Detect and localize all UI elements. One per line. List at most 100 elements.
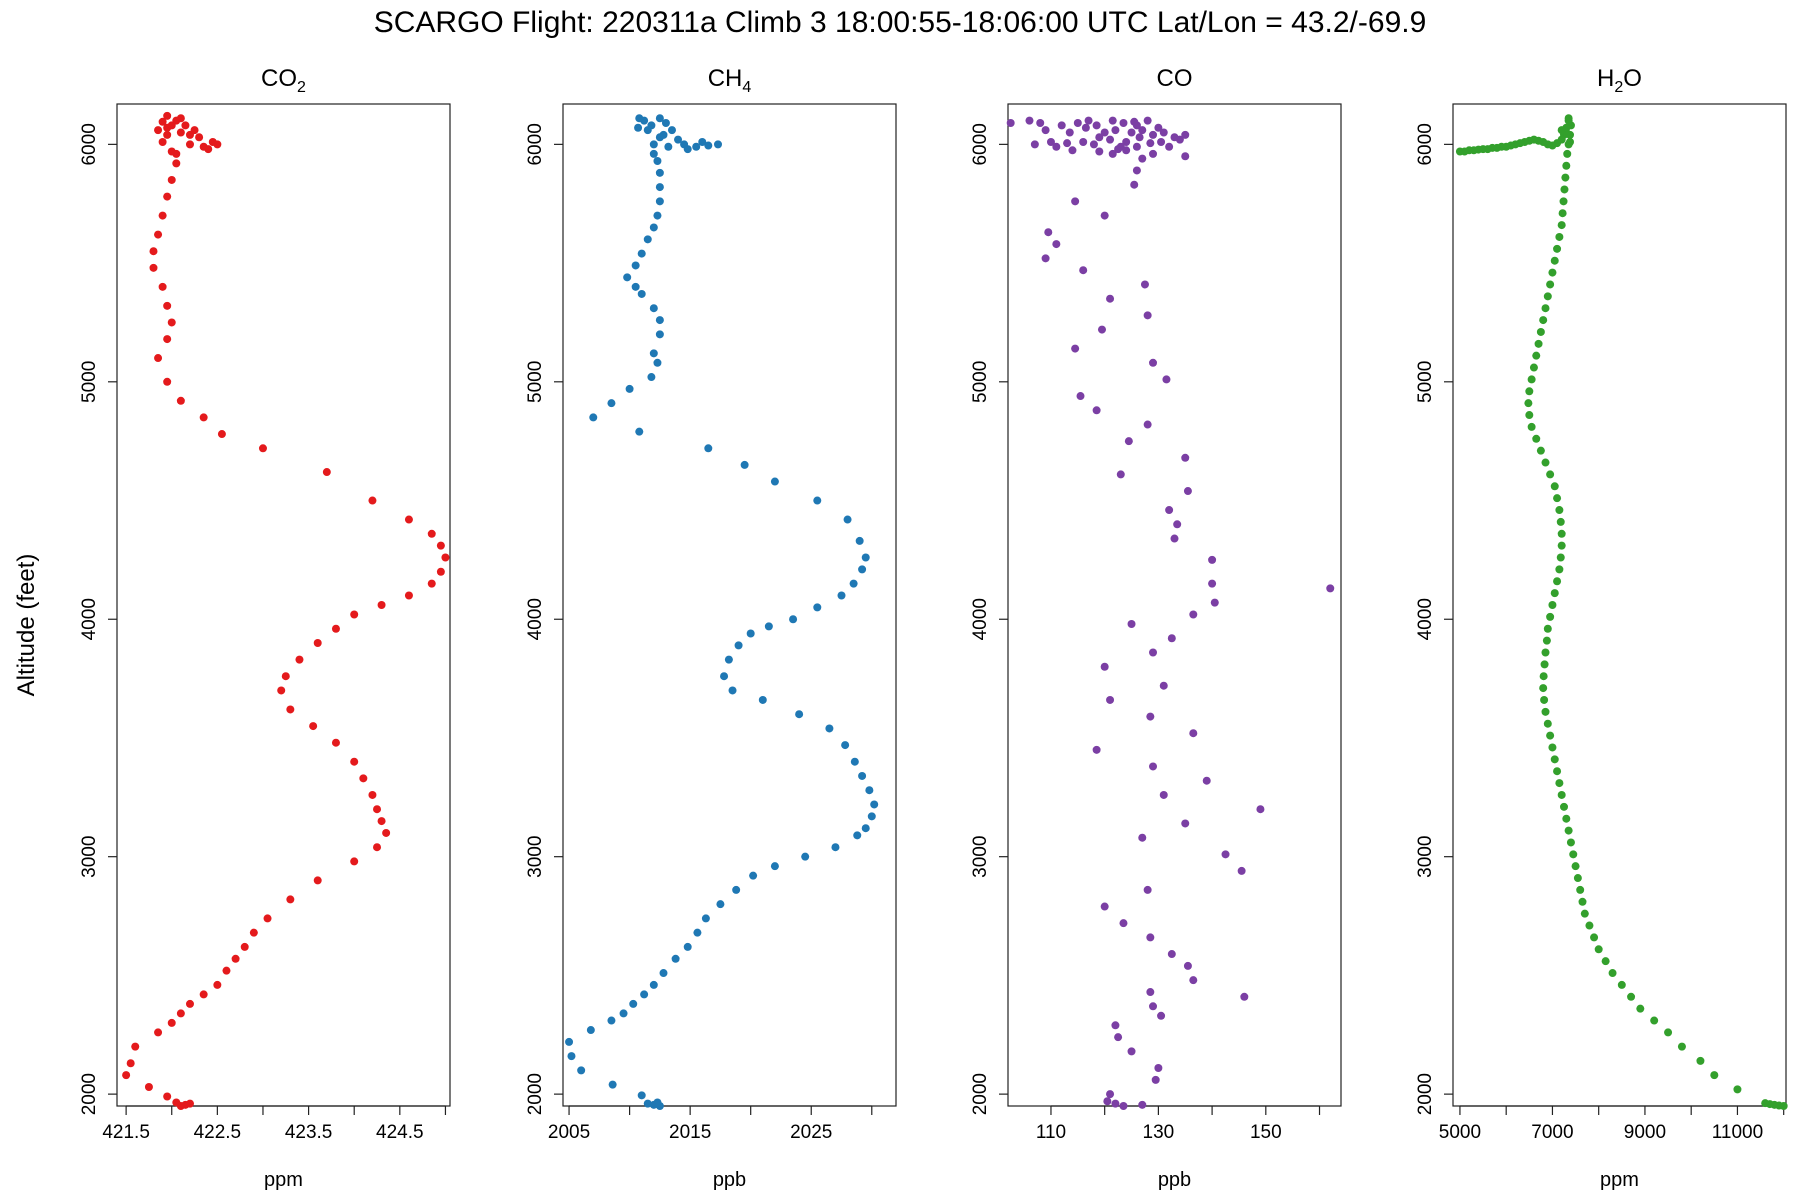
data-point bbox=[1571, 862, 1580, 871]
data-point bbox=[649, 140, 658, 149]
data-point bbox=[1532, 351, 1541, 360]
data-point bbox=[1525, 411, 1534, 420]
data-point bbox=[724, 655, 733, 664]
plot-frame bbox=[1452, 103, 1787, 1107]
data-point bbox=[1585, 921, 1594, 930]
y-tick-label: 4000 bbox=[79, 598, 100, 640]
data-point bbox=[1189, 610, 1198, 619]
y-tick-label: 4000 bbox=[970, 598, 991, 640]
data-point bbox=[758, 695, 767, 704]
x-tick-label: 110 bbox=[1036, 1122, 1066, 1143]
data-point bbox=[176, 128, 185, 137]
data-point bbox=[163, 111, 172, 120]
data-point bbox=[1159, 790, 1168, 799]
panel-title-ch4: CH4 bbox=[708, 65, 752, 96]
panel-title-subscript: 2 bbox=[297, 79, 306, 96]
series-co bbox=[1006, 116, 1335, 1110]
data-point bbox=[1237, 866, 1246, 875]
data-point bbox=[1170, 534, 1179, 543]
data-point bbox=[1558, 209, 1567, 218]
data-point bbox=[1541, 304, 1550, 313]
data-point bbox=[1541, 648, 1550, 657]
data-point bbox=[732, 885, 741, 894]
data-point bbox=[1564, 826, 1573, 835]
data-point bbox=[167, 1018, 176, 1027]
data-point bbox=[1046, 137, 1055, 146]
data-point bbox=[427, 579, 436, 588]
data-point bbox=[1539, 684, 1548, 693]
panel-title-co: CO bbox=[1157, 65, 1193, 92]
y-tick-label: 3000 bbox=[1415, 836, 1436, 878]
data-point bbox=[1555, 779, 1564, 788]
data-point bbox=[231, 954, 240, 963]
data-point bbox=[176, 114, 185, 123]
data-point bbox=[1733, 1085, 1742, 1094]
data-point bbox=[181, 121, 190, 130]
data-point bbox=[154, 126, 163, 135]
data-point bbox=[163, 377, 172, 386]
data-point bbox=[1543, 624, 1552, 633]
data-point bbox=[649, 980, 658, 989]
data-point bbox=[1636, 1004, 1645, 1013]
data-point bbox=[1130, 180, 1139, 189]
data-point bbox=[1041, 254, 1050, 263]
data-point bbox=[850, 757, 859, 766]
data-point bbox=[185, 140, 194, 149]
data-point bbox=[158, 117, 167, 126]
data-point bbox=[1138, 1100, 1147, 1109]
data-point bbox=[1149, 1002, 1158, 1011]
x-tick-label: 423.5 bbox=[285, 1122, 333, 1143]
x-tick-label: 424.5 bbox=[376, 1122, 424, 1143]
y-tick-label: 6000 bbox=[525, 123, 546, 165]
data-point bbox=[217, 430, 226, 439]
data-point bbox=[643, 235, 652, 244]
data-point bbox=[1071, 197, 1080, 206]
data-point bbox=[404, 515, 413, 524]
data-point bbox=[1189, 976, 1198, 985]
data-point bbox=[589, 413, 598, 422]
data-point bbox=[1208, 579, 1217, 588]
data-point bbox=[637, 1091, 646, 1100]
data-point bbox=[213, 980, 222, 989]
y-tick-label: 5000 bbox=[79, 361, 100, 403]
data-point bbox=[1108, 149, 1117, 158]
panel-h2o: H2O 2000 3000 4000 5000 6000 5000 7000 9000 11000… bbox=[1415, 65, 1788, 1191]
data-point bbox=[634, 123, 643, 132]
data-point bbox=[1135, 133, 1144, 142]
data-point bbox=[1170, 133, 1179, 142]
data-point bbox=[1202, 776, 1211, 785]
data-point bbox=[1555, 506, 1564, 515]
panel-title-subscript: 4 bbox=[742, 79, 751, 96]
data-point bbox=[1696, 1056, 1705, 1065]
data-point bbox=[436, 541, 445, 550]
data-point bbox=[1556, 553, 1565, 562]
data-point bbox=[716, 900, 725, 909]
data-point bbox=[1534, 339, 1543, 348]
y-tick-label: 4000 bbox=[1415, 598, 1436, 640]
data-point bbox=[1189, 729, 1198, 738]
data-point bbox=[154, 230, 163, 239]
data-point bbox=[199, 413, 208, 422]
data-point bbox=[1256, 805, 1265, 814]
data-point bbox=[623, 273, 632, 282]
data-point bbox=[1524, 399, 1533, 408]
data-point bbox=[1548, 743, 1557, 752]
data-point bbox=[837, 591, 846, 600]
data-point bbox=[849, 579, 858, 588]
data-point bbox=[608, 1080, 617, 1089]
data-point bbox=[1557, 126, 1566, 135]
data-point bbox=[158, 282, 167, 291]
data-point bbox=[1025, 116, 1034, 125]
data-point bbox=[813, 496, 822, 505]
data-point bbox=[1143, 420, 1152, 429]
data-point bbox=[1095, 133, 1104, 142]
data-point bbox=[1542, 636, 1551, 645]
data-point bbox=[263, 914, 272, 923]
data-point bbox=[1540, 695, 1549, 704]
data-point bbox=[309, 722, 318, 731]
y-tick-label: 3000 bbox=[525, 836, 546, 878]
data-point bbox=[172, 159, 181, 168]
data-point bbox=[368, 790, 377, 799]
data-point bbox=[1076, 392, 1085, 401]
